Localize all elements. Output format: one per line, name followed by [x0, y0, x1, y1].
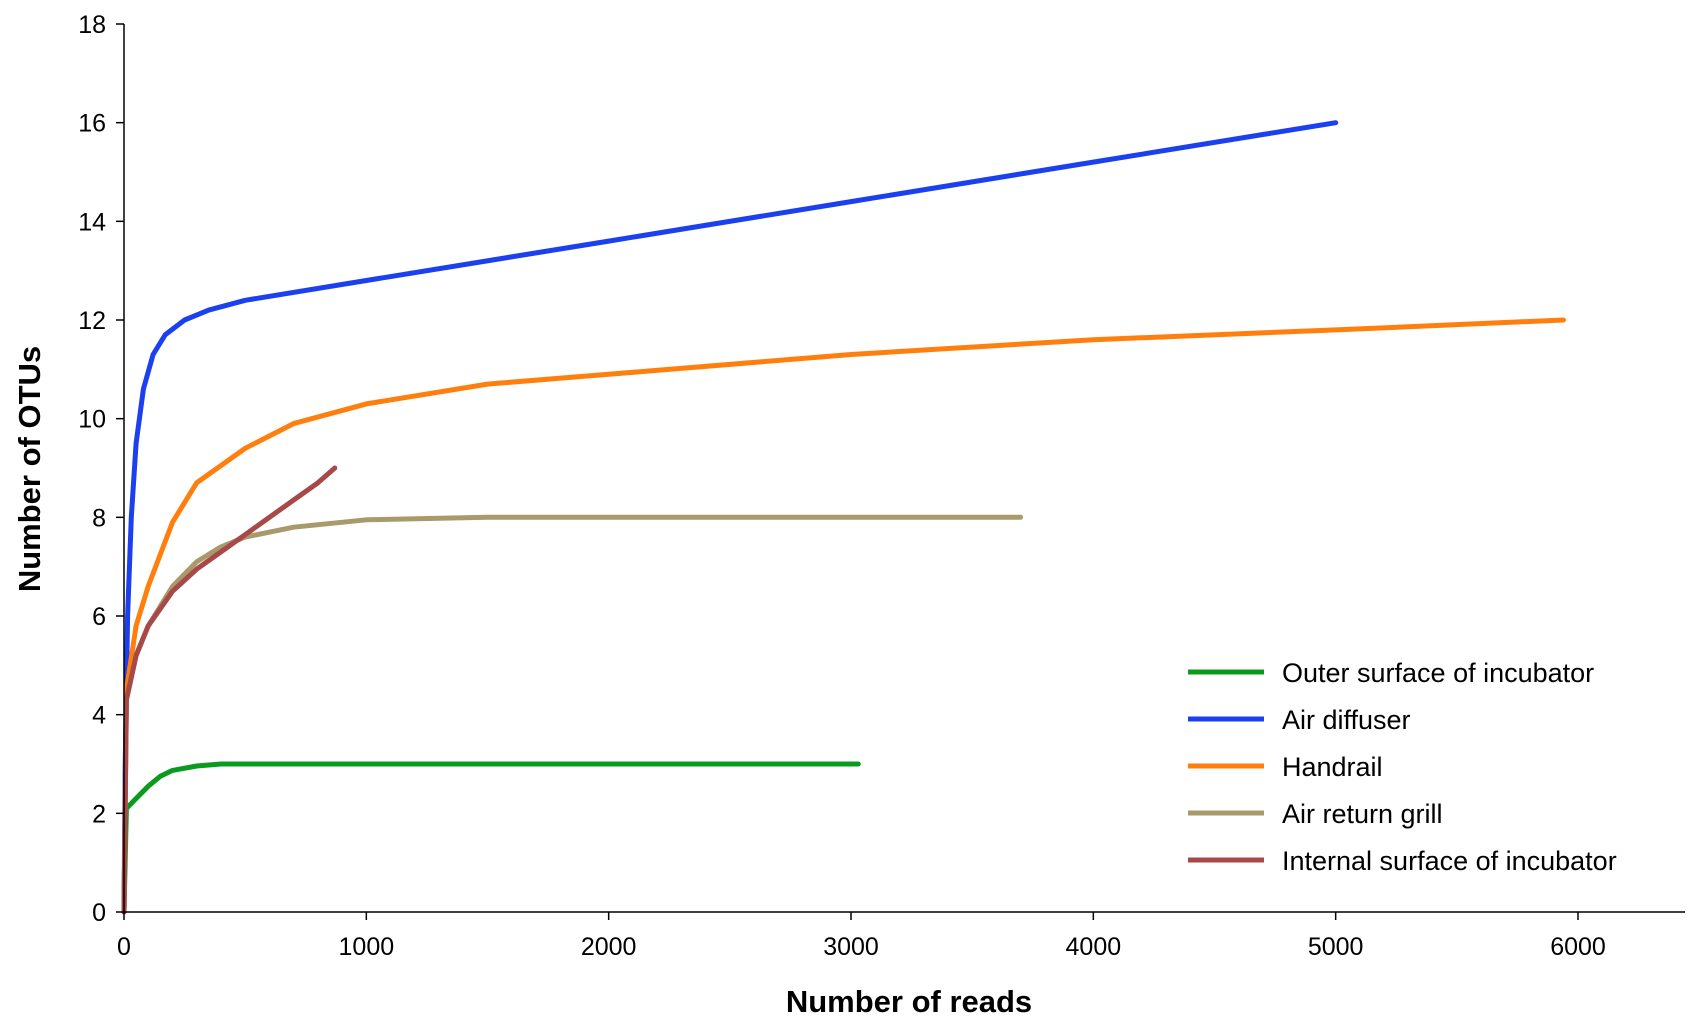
axes — [123, 24, 1685, 913]
legend-label: Outer surface of incubator — [1282, 658, 1594, 688]
y-tick-label: 14 — [78, 208, 106, 236]
series-line-4 — [121, 465, 338, 915]
series-line-3 — [121, 514, 1024, 915]
plot-lines — [121, 120, 1566, 915]
legend-label: Air return grill — [1282, 799, 1443, 829]
series-line-2 — [121, 317, 1566, 915]
x-tick-label: 2000 — [581, 933, 637, 961]
x-tick-label: 6000 — [1550, 933, 1606, 961]
y-tick-label: 12 — [78, 307, 106, 335]
legend-label: Air diffuser — [1282, 705, 1411, 735]
x-tick-label: 0 — [117, 933, 131, 961]
series-line-0 — [121, 761, 861, 915]
y-tick-label: 18 — [78, 11, 106, 39]
x-axis-ticks: 0 1000 2000 3000 4000 5000 6000 — [117, 912, 1606, 961]
series-line-1 — [121, 120, 1339, 915]
x-axis-title: Number of reads — [786, 984, 1032, 1019]
x-tick-label: 4000 — [1066, 933, 1122, 961]
x-tick-label: 3000 — [823, 933, 879, 961]
y-tick-label: 8 — [92, 504, 106, 532]
y-tick-label: 4 — [92, 702, 106, 730]
y-tick-label: 6 — [92, 603, 106, 631]
x-tick-label: 5000 — [1308, 933, 1364, 961]
y-tick-label: 2 — [92, 800, 106, 828]
legend: Outer surface of incubator Air diffuser Ha… — [1188, 658, 1617, 876]
y-tick-label: 16 — [78, 110, 106, 138]
legend-label: Handrail — [1282, 752, 1383, 782]
legend-label: Internal surface of incubator — [1282, 846, 1617, 876]
x-tick-label: 1000 — [339, 933, 395, 961]
y-axis-ticks: 0 2 4 6 8 10 12 14 16 18 — [78, 11, 124, 927]
y-axis-title: Number of OTUs — [12, 346, 47, 592]
y-tick-label: 10 — [78, 406, 106, 434]
y-tick-label: 0 — [92, 899, 106, 927]
